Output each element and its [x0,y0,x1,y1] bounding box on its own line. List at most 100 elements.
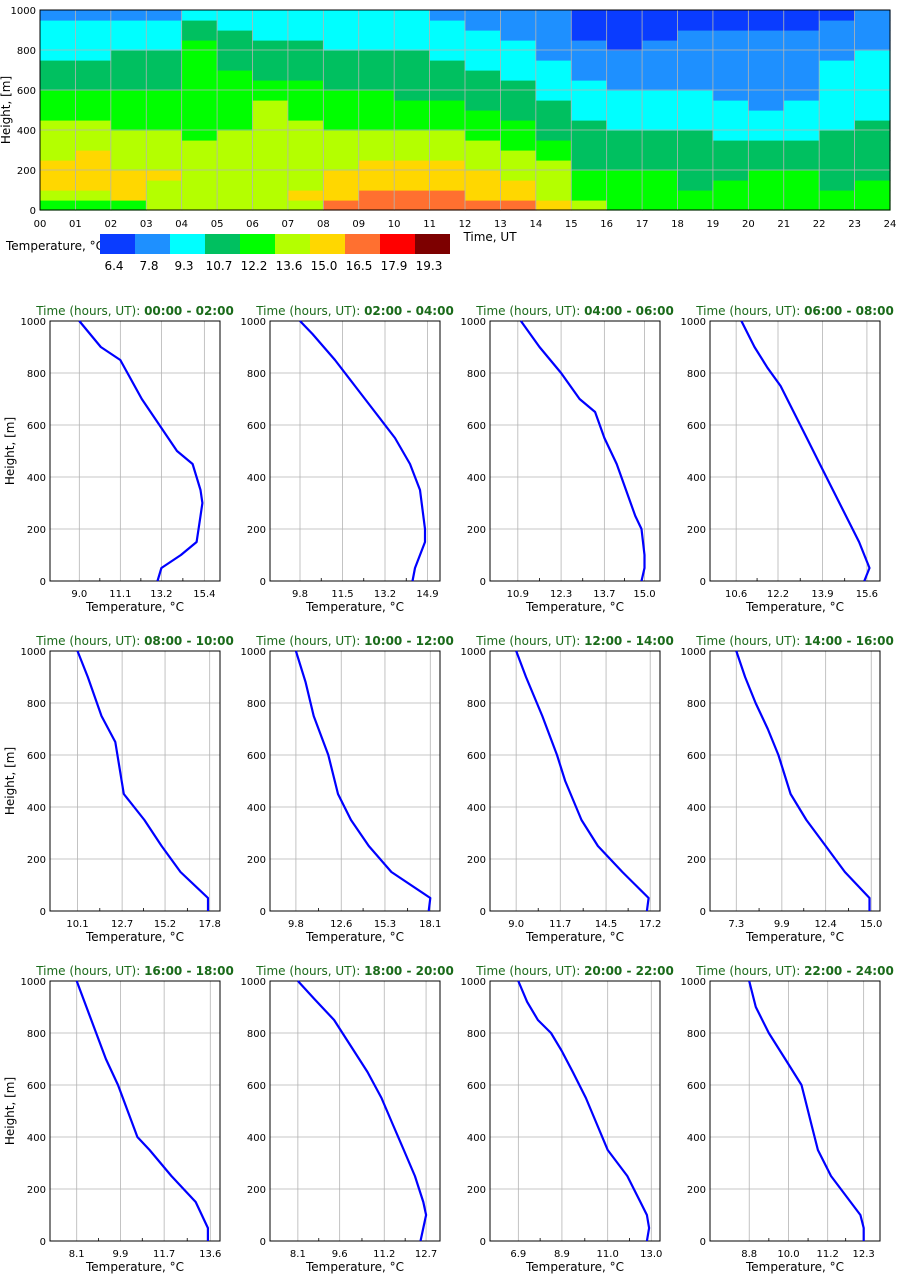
heatmap-xtick-label: 06 [246,219,259,230]
heatmap-cell [535,100,572,111]
heatmap-cell [712,140,749,151]
heatmap-cell [571,150,608,161]
heatmap-cell [394,40,431,51]
heatmap-cell [748,140,785,151]
heatmap-cell [429,10,466,21]
heatmap-cell [465,80,502,91]
profile-title-interval: 10:00 - 12:00 [364,634,454,648]
heatmap-cell [110,80,147,91]
profile-ytick-label: 600 [27,1081,46,1092]
heatmap-cell [40,120,77,131]
profile-panel: 0 200 400 600 800 1000 9.8 11.5 13.2 14.9 Temperat… [241,304,454,614]
heatmap-cell [748,30,785,41]
heatmap-cell [323,160,360,171]
profile-xlabel: Temperature, °C [525,1260,624,1274]
profile-xtick-label: 9.0 [508,919,524,930]
heatmap-cell [712,40,749,51]
heatmap-cell [110,170,147,181]
profile-xtick-label: 13.9 [811,589,833,600]
heatmap-cell [819,20,856,31]
heatmap-xtick-label: 05 [211,219,224,230]
heatmap-cell [358,170,395,181]
profile-xlabel: Temperature, °C [85,930,184,944]
profile-title: Time (hours, UT): 14:00 - 16:00 [695,634,894,648]
heatmap-cell [358,40,395,51]
heatmap-cell [500,180,537,191]
heatmap-cell [571,140,608,151]
heatmap-cell [677,20,714,31]
heatmap-cell [323,120,360,131]
heatmap-cell [252,180,289,191]
heatmap-cell [606,180,643,191]
heatmap-cell [677,170,714,181]
heatmap-xtick-label: 22 [813,219,826,230]
profile-xtick-label: 9.0 [71,589,87,600]
profile-panel: 0 200 400 600 800 1000 10.9 12.3 13.7 15.0 Tempera… [461,304,674,614]
heatmap-cell [40,180,77,191]
colorbar-level-label: 10.7 [206,259,233,273]
heatmap-cell [40,80,77,91]
heatmap-cell [748,40,785,51]
heatmap-cell [606,130,643,141]
profile-title-prefix: Time (hours, UT): [35,634,144,648]
heatmap-cell [394,130,431,141]
heatmap-cell [819,30,856,41]
temperature-profile-line [748,980,865,1241]
heatmap-cell [642,80,679,91]
heatmap-cell [606,110,643,121]
heatmap-cell [146,70,183,81]
heatmap-cell [323,170,360,181]
heatmap-cell [677,110,714,121]
colorbar-swatch [135,234,170,254]
heatmap-cell [500,100,537,111]
heatmap-cell [146,10,183,21]
heatmap-cell [642,110,679,121]
heatmap-cell [287,200,324,211]
profile-ytick-label: 1000 [21,317,46,328]
heatmap-cell [606,90,643,101]
heatmap-cell [429,120,466,131]
heatmap-cell [500,170,537,181]
profile-frame [269,980,441,1242]
profile-xtick-label: 12.6 [330,919,352,930]
heatmap-cell [181,100,218,111]
heatmap-cell [217,70,254,81]
heatmap-cell [712,70,749,81]
heatmap-cell [394,150,431,161]
heatmap-cell [394,10,431,21]
colorbar-level-label: 7.8 [139,259,158,273]
heatmap-cell [783,140,820,151]
heatmap-cell [323,150,360,161]
heatmap-cell [181,180,218,191]
heatmap-cell [465,90,502,101]
heatmap-cell [287,60,324,71]
heatmap-cell [394,100,431,111]
heatmap-cell [110,140,147,151]
heatmap-cell [110,180,147,191]
heatmap-cell [358,50,395,61]
heatmap-cell [748,180,785,191]
heatmap-cell [323,40,360,51]
heatmap-cell [606,200,643,211]
heatmap-ytick-label: 1000 [11,6,36,17]
heatmap-cell [819,100,856,111]
colorbar-swatch [310,234,345,254]
heatmap-cell [287,120,324,131]
heatmap-cell [606,10,643,21]
heatmap-cell [571,90,608,101]
heatmap-cell [465,160,502,171]
profile-xtick-label: 10.1 [66,919,88,930]
profile-ytick-label: 0 [700,1237,706,1248]
heatmap-cell [75,130,112,141]
heatmap-xtick-label: 23 [848,219,861,230]
heatmap-cell [748,60,785,71]
heatmap-cell [642,120,679,131]
heatmap-cell [181,170,218,181]
heatmap-xtick-label: 24 [884,219,897,230]
heatmap-cell [394,110,431,121]
profile-ytick-label: 600 [687,421,706,432]
profile-ytick-label: 800 [27,1029,46,1040]
profile-xtick-label: 13.2 [374,589,396,600]
temperature-profile-line [76,650,210,911]
heatmap-cell [712,60,749,71]
